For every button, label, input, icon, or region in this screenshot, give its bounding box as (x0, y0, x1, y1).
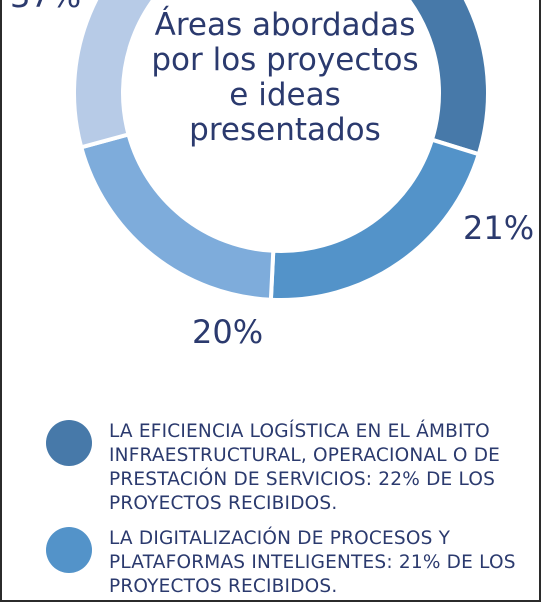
percent-label-21: 21% (463, 209, 535, 247)
chart-title: Áreas abordadas por los proyectos e idea… (151, 7, 419, 148)
legend-label-logistica: LA EFICIENCIA LOGÍSTICA EN EL ÁMBITO INF… (109, 421, 501, 514)
percent-label-20: 20% (192, 313, 264, 351)
donut-slice-digitalizacion (268, 137, 482, 302)
donut-slice-37 (72, 0, 156, 150)
percent-label-37: 37% (10, 0, 81, 14)
legend-marker-logistica (46, 420, 92, 466)
legend-marker-digitalizacion (46, 527, 92, 573)
legend-label-digitalizacion: LA DIGITALIZACIÓN DE PROCESOS Y PLATAFOR… (109, 528, 516, 597)
donut-slice-20 (78, 131, 276, 302)
